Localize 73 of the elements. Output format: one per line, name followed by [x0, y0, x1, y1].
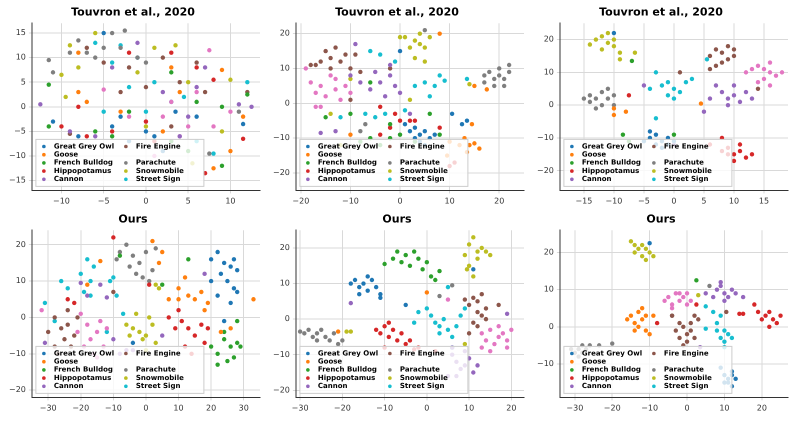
chart-title: Ours [646, 212, 676, 226]
x-tick-label: 20 [206, 403, 216, 412]
x-tick-label: 10 [225, 196, 236, 206]
y-tick-label: 20 [16, 240, 26, 249]
y-tick-label: 15 [16, 28, 26, 38]
x-tick-label: −30 [292, 403, 309, 412]
x-tick-label: 10 [444, 196, 455, 206]
x-tick-label: 10 [728, 196, 740, 206]
y-tick-label: 0 [284, 314, 290, 324]
chart-title: Ours [118, 212, 148, 226]
y-tick-label: 10 [544, 284, 554, 294]
y-tick-label: −20 [272, 168, 290, 178]
y-tick-label: −20 [536, 166, 554, 175]
x-tick-label: −10 [376, 403, 394, 412]
y-tick-label: −5 [14, 126, 26, 136]
y-tick-label: 20 [544, 34, 554, 44]
x-tick-label: −10 [605, 196, 622, 206]
chart-title: Touvron et al., 2020 [335, 5, 460, 18]
x-tick-label: 10 [464, 403, 474, 412]
y-tick-label: −15 [8, 176, 26, 185]
x-tick-label: 10 [173, 403, 184, 412]
x-tick-label: 20 [756, 403, 767, 412]
x-tick-label: 0 [397, 196, 403, 206]
chart-title: Touvron et al., 2020 [599, 5, 724, 18]
x-tick-label: 30 [238, 403, 249, 412]
y-tick-label: 10 [16, 52, 26, 62]
y-tick-label: 10 [16, 276, 26, 286]
y-tick-label: 0 [20, 102, 26, 111]
y-tick-label: −10 [536, 133, 554, 142]
x-tick-label: −30 [566, 403, 584, 412]
x-tick-label: −10 [641, 403, 658, 412]
x-tick-label: 15 [758, 196, 770, 206]
chart-title: Ours [382, 212, 412, 226]
y-tick-label: 0 [20, 312, 26, 322]
y-tick-label: 5 [20, 77, 26, 86]
x-tick-label: 10 [719, 403, 730, 412]
x-tick-label: 0 [684, 403, 690, 412]
x-tick-label: 20 [494, 196, 504, 206]
chart-title: Touvron et al., 2020 [71, 5, 196, 18]
x-tick-label: 0 [143, 403, 148, 412]
y-tick-label: 20 [280, 243, 290, 252]
y-tick-label: −10 [272, 350, 290, 359]
x-tick-label: 0 [424, 403, 430, 412]
y-tick-label: 10 [280, 64, 290, 73]
y-tick-label: −20 [8, 385, 26, 394]
y-tick-label: −10 [8, 151, 26, 160]
x-tick-label: −30 [40, 403, 57, 412]
x-tick-label: −20 [292, 196, 310, 206]
x-tick-label: −5 [638, 196, 650, 206]
y-tick-label: 20 [280, 28, 290, 38]
y-tick-label: −10 [536, 359, 554, 368]
x-tick-label: −10 [53, 196, 70, 206]
x-tick-label: 5 [701, 196, 707, 206]
x-tick-label: 0 [671, 196, 676, 206]
x-tick-label: −10 [104, 403, 122, 412]
y-tick-label: −10 [8, 348, 26, 358]
x-tick-label: −10 [342, 196, 359, 206]
x-tick-label: −5 [98, 196, 110, 206]
y-tick-label: −20 [272, 385, 290, 394]
y-tick-label: 0 [548, 100, 554, 110]
y-tick-label: 10 [544, 67, 554, 76]
x-tick-label: −15 [575, 196, 592, 206]
y-tick-label: 0 [548, 322, 554, 331]
x-tick-label: −20 [334, 403, 351, 412]
x-tick-label: −20 [604, 403, 621, 412]
y-tick-label: 20 [544, 248, 554, 257]
x-tick-label: 20 [506, 403, 516, 412]
x-tick-label: 0 [143, 196, 148, 206]
x-tick-label: 5 [186, 196, 191, 206]
x-tick-label: −20 [72, 403, 90, 412]
y-tick-label: 0 [284, 98, 290, 108]
y-tick-label: −10 [272, 133, 290, 142]
y-tick-label: 10 [280, 278, 290, 288]
